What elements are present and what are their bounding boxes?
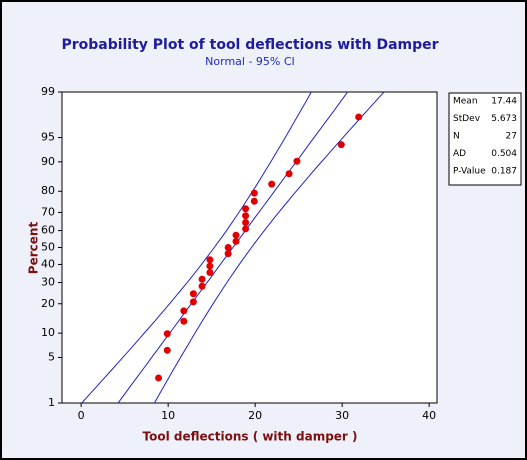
point xyxy=(232,231,240,239)
y-tick-label: 60 xyxy=(41,224,55,237)
y-tick-label: 80 xyxy=(41,184,55,197)
stat-label: P-Value xyxy=(453,167,486,177)
stat-value: 17.44 xyxy=(491,97,517,107)
point xyxy=(224,250,232,258)
y-tick-label: 5 xyxy=(48,350,55,363)
point xyxy=(180,307,188,315)
ci-lower xyxy=(81,92,312,403)
point xyxy=(198,282,206,290)
y-tick-label: 10 xyxy=(41,326,55,339)
point xyxy=(163,330,171,338)
point xyxy=(285,170,293,178)
stat-label: N xyxy=(453,132,460,142)
point xyxy=(206,262,214,270)
point xyxy=(224,244,232,251)
point xyxy=(242,225,250,233)
y-tick-label: 50 xyxy=(41,241,55,254)
y-tick-label: 70 xyxy=(41,205,55,218)
chart-title: Probability Plot of tool deflections wit… xyxy=(61,37,438,53)
point xyxy=(293,157,301,165)
y-tick-label: 90 xyxy=(41,155,55,168)
stat-value: 0.504 xyxy=(491,149,517,159)
point xyxy=(337,141,345,149)
stat-label: Mean xyxy=(453,97,478,107)
chart-subtitle: Normal - 95% CI xyxy=(205,55,295,68)
point xyxy=(250,197,258,205)
point xyxy=(242,212,250,220)
stats-box xyxy=(448,92,522,186)
point xyxy=(242,205,250,213)
point xyxy=(163,346,171,354)
x-tick-label: 20 xyxy=(248,409,262,422)
ci-upper xyxy=(153,92,385,403)
point xyxy=(355,113,363,121)
stat-value: 5.673 xyxy=(491,114,517,124)
y-tick-label: 30 xyxy=(41,276,55,289)
stat-value: 27 xyxy=(506,132,517,142)
stat-label: AD xyxy=(453,149,466,159)
y-tick-label: 99 xyxy=(41,85,55,98)
point xyxy=(155,374,163,382)
x-tick-label: 10 xyxy=(161,409,175,422)
point xyxy=(189,298,197,306)
point xyxy=(242,218,250,226)
point xyxy=(268,180,276,188)
point xyxy=(198,275,206,283)
point xyxy=(180,317,188,325)
plot-area xyxy=(61,91,438,404)
y-tick-label: 40 xyxy=(41,257,55,270)
stat-value: 0.187 xyxy=(491,167,517,177)
y-tick-label: 95 xyxy=(41,131,55,144)
y-tick-label: 1 xyxy=(48,396,55,409)
point xyxy=(250,189,258,197)
y-tick-label: 20 xyxy=(41,297,55,310)
x-tick-label: 30 xyxy=(335,409,349,422)
stat-label: StDev xyxy=(453,114,481,124)
x-axis-label: Tool deflections ( with damper ) xyxy=(142,430,357,444)
fit-line xyxy=(117,92,349,403)
point xyxy=(206,269,214,277)
x-tick-label: 40 xyxy=(422,409,436,422)
x-tick-label: 0 xyxy=(78,409,85,422)
point xyxy=(232,237,240,245)
y-axis-label: Percent xyxy=(27,222,41,275)
fit-lines xyxy=(81,92,385,403)
point xyxy=(206,256,214,264)
point xyxy=(189,290,197,298)
